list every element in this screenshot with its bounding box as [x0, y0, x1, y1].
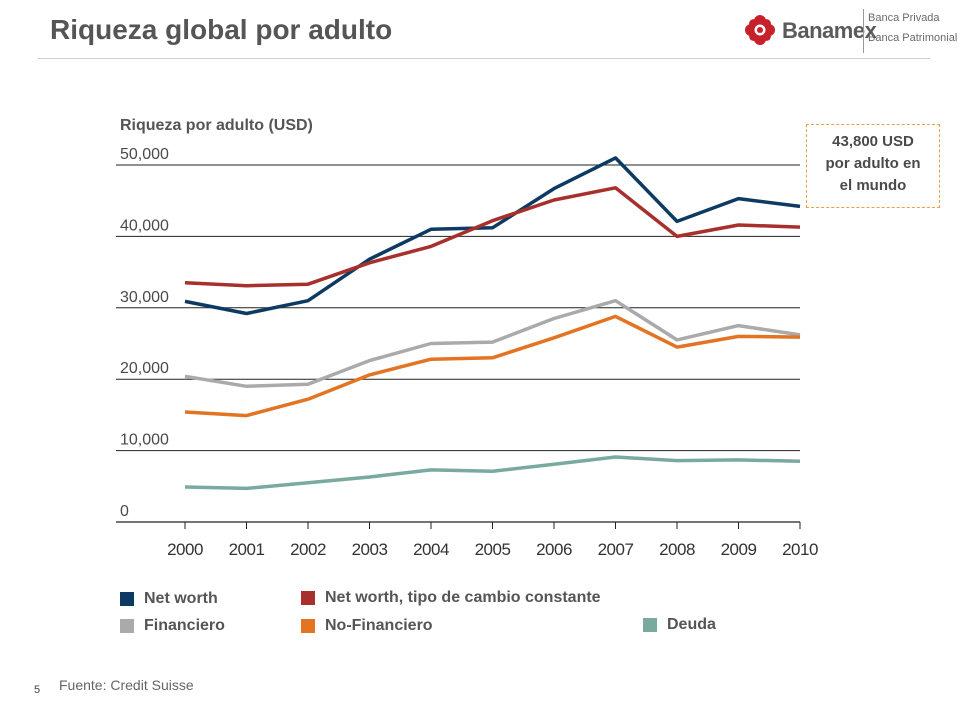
logo-name: Banamex [782, 18, 877, 43]
legend-item-financiero: Financiero [120, 617, 225, 635]
logo-subtitle-patrimonial: Banca Patrimonial [868, 32, 958, 44]
series-line-3 [184, 314, 801, 418]
legend-item-deuda: Deuda [643, 616, 716, 634]
y-tick-label: 50,000 [120, 146, 169, 163]
legend-swatch [301, 591, 315, 605]
legend-label: Net worth [144, 590, 218, 607]
x-tick-label: 2009 [721, 540, 757, 559]
legend-swatch [643, 618, 657, 632]
x-tick-label: 2010 [782, 540, 818, 559]
y-tick-label: 0 [120, 503, 129, 520]
legend-label: No-Financiero [325, 617, 433, 634]
x-tick-label: 2005 [475, 540, 511, 559]
legend-swatch [120, 619, 134, 633]
world-average-callout: 43,800 USD por adulto en el mundo [806, 124, 940, 208]
x-tick-label: 2000 [167, 540, 203, 559]
y-tick-label: 20,000 [120, 360, 169, 377]
series-line-2 [184, 298, 801, 389]
x-tick-label: 2006 [536, 540, 572, 559]
banamex-flower-logo-icon [745, 15, 775, 45]
x-tick-label: 2002 [290, 540, 326, 559]
page-number: 5 [34, 684, 41, 696]
legend-item-net-worth-constant: Net worth, tipo de cambio constante [301, 589, 601, 607]
source-note: Fuente: Credit Suisse [59, 677, 194, 693]
page-title: Riqueza global por adulto [50, 14, 393, 45]
series-line-4 [184, 455, 801, 491]
y-tick-label: 10,000 [120, 432, 169, 449]
series-line-1 [184, 186, 801, 288]
legend-item-net-worth: Net worth [120, 590, 218, 608]
logo-separator [863, 9, 864, 53]
title-divider [38, 58, 930, 59]
legend-swatch [301, 619, 315, 633]
x-tick-label: 2004 [413, 540, 449, 559]
logo-subtitle-private: Banca Privada [868, 12, 940, 24]
legend-label: Net worth, tipo de cambio constante [325, 589, 601, 606]
y-tick-label: 30,000 [120, 289, 169, 306]
callout-line-1: 43,800 USD [832, 133, 914, 150]
y-axis-label: Riqueza por adulto (USD) [120, 117, 313, 134]
legend-label: Financiero [144, 617, 225, 634]
y-tick-label: 40,000 [120, 217, 169, 234]
banamex-logo: Banamex Banca Privada Banca Patrimonial [744, 6, 958, 56]
x-tick-label: 2003 [352, 540, 388, 559]
x-tick-label: 2001 [229, 540, 265, 559]
series-line-0 [184, 156, 801, 316]
legend-item-no-financiero: No-Financiero [301, 617, 433, 635]
callout-line-3: el mundo [839, 177, 907, 194]
legend-label: Deuda [667, 616, 716, 633]
legend-swatch [120, 592, 134, 606]
callout-line-2: por adulto en [825, 155, 921, 172]
x-tick-label: 2007 [598, 540, 634, 559]
x-tick-label: 2008 [659, 540, 695, 559]
